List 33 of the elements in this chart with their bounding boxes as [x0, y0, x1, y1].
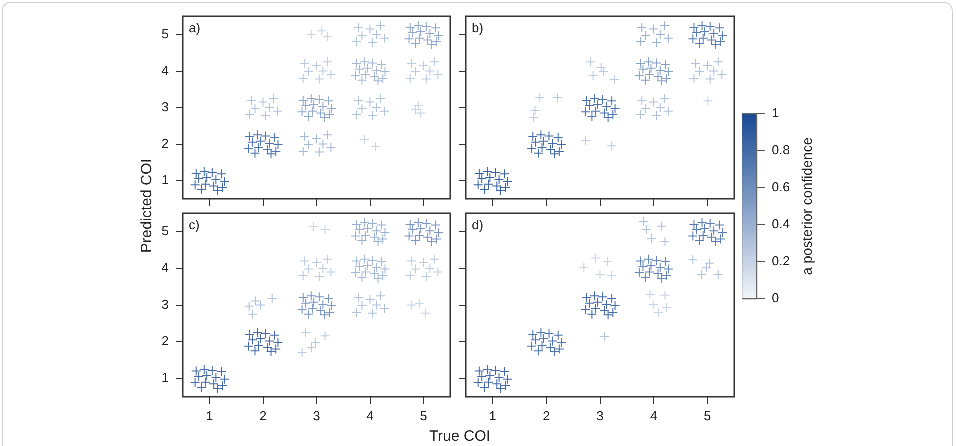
color-bar-label: 0.6 [772, 180, 790, 195]
x-tick-label: 1 [206, 408, 214, 424]
x-tick-label: 3 [313, 408, 320, 424]
x-tick-label: 5 [704, 408, 712, 424]
color-bar-label: 0.4 [772, 216, 790, 232]
y-tick-label: 4 [162, 62, 169, 78]
color-bar-title: a posterior confidence [798, 137, 815, 276]
color-bar-label: 0.8 [772, 142, 790, 158]
x-tick-label: 4 [650, 408, 658, 424]
chart-title: c) [189, 218, 200, 233]
x-tick-label: 1 [489, 408, 496, 424]
y-tick-label: 5 [162, 223, 169, 238]
y-tick-label: 2 [162, 334, 169, 349]
x-tick-label: 4 [366, 408, 374, 424]
y-tick-label: 2 [162, 136, 169, 151]
color-bar-label: 1 [772, 106, 780, 121]
y-tick-label: 1 [162, 172, 169, 188]
y-tick-label: 3 [162, 296, 169, 312]
x-tick-label: 3 [596, 408, 604, 424]
x-tick-label: 5 [420, 408, 428, 424]
chart-title: a) [189, 20, 201, 36]
y-tick-label: 5 [162, 26, 169, 42]
x-tick-label: 2 [260, 408, 267, 424]
chart-title: b) [472, 20, 484, 36]
x-tick-label: 2 [542, 408, 550, 424]
y-tick-label: 3 [162, 99, 169, 114]
x-axis-title: True COI [429, 428, 491, 445]
color-bar-label: 0.2 [772, 254, 790, 269]
chart-title: d) [472, 218, 484, 233]
y-axis-title: Predicted COI [138, 158, 156, 254]
color-bar-label: 0 [772, 290, 780, 306]
y-tick-label: 4 [162, 260, 169, 276]
y-tick-label: 1 [162, 370, 169, 386]
